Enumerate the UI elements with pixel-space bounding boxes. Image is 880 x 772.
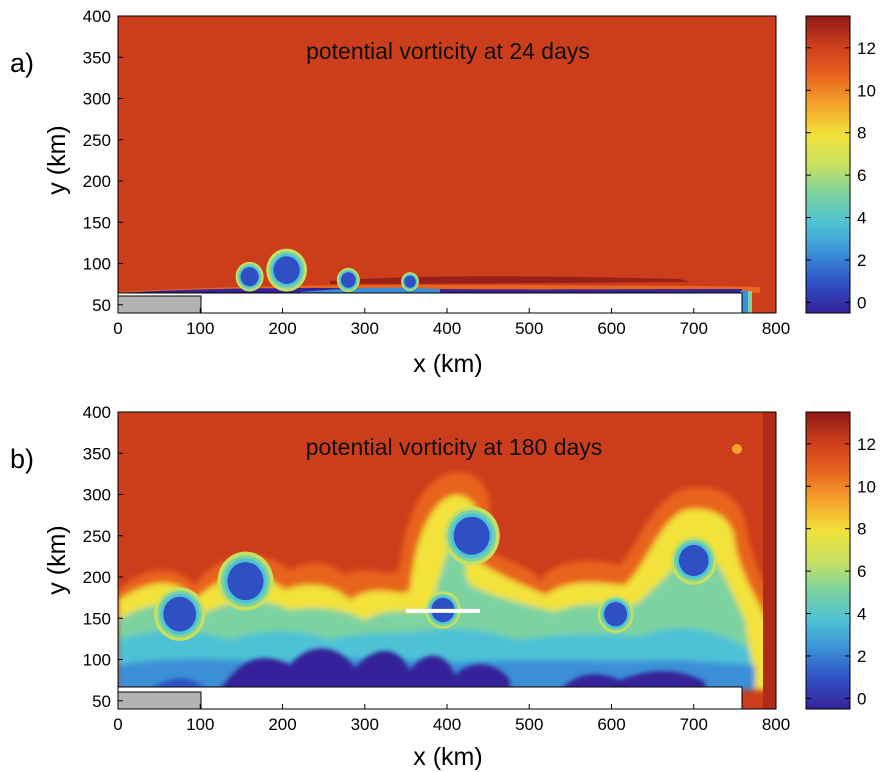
colorbar-tick-label: 12	[857, 39, 876, 58]
y-tick-label: 200	[83, 568, 111, 587]
eddy-layer-b	[154, 506, 717, 641]
x-axis-label-a: x (km)	[413, 350, 482, 378]
y-tick-label: 400	[83, 7, 111, 26]
colorbar-fill-b	[805, 411, 851, 710]
y-tick-label: 300	[83, 90, 111, 109]
panel-label-b: b)	[10, 444, 34, 474]
y-axis-label-a: y (km)	[43, 125, 71, 194]
eddy-layer-a	[235, 248, 419, 293]
pv-small-blob-b	[732, 444, 742, 454]
colorbar-tick-label: 6	[857, 166, 866, 185]
colorbar-tick-label: 6	[857, 562, 866, 581]
colorbar-tick-label: 2	[857, 647, 866, 666]
shelf-box-a	[118, 295, 202, 313]
eddy-core	[163, 596, 197, 632]
colorbar-tick-label: 0	[857, 689, 866, 708]
y-tick-label: 400	[83, 403, 111, 422]
x-tick-label: 800	[762, 319, 790, 338]
colorbar-tick-label: 8	[857, 520, 866, 539]
x-tick-label: 500	[515, 319, 543, 338]
x-ticks-b: 0 100 200 300 400 500 600 700 800	[113, 704, 790, 734]
x-axis-label-b: x (km)	[413, 743, 482, 771]
colorbar-tick-label: 2	[857, 251, 866, 270]
x-tick-label: 200	[268, 715, 296, 734]
x-tick-label: 0	[113, 319, 122, 338]
y-tick-label: 350	[83, 444, 111, 463]
x-tick-label: 0	[113, 715, 122, 734]
y-axis-label-b: y (km)	[43, 525, 71, 594]
colorbar-b: 0 2 4 6 8 10 12	[805, 411, 876, 710]
eddy-core	[404, 275, 416, 288]
eddy-core	[604, 601, 628, 627]
y-ticks-b: 50 100 150 200 250 300 350 400	[83, 403, 123, 711]
eddy-core	[453, 516, 490, 555]
colorbar-tick-label: 0	[857, 293, 866, 312]
heatmap-a	[118, 16, 776, 313]
colorbar-tick-label: 4	[857, 605, 866, 624]
x-tick-label: 500	[515, 715, 543, 734]
y-tick-label: 100	[83, 651, 111, 670]
plot-title-b: potential vorticity at 180 days	[306, 434, 603, 460]
y-tick-label: 250	[83, 131, 111, 150]
y-tick-label: 150	[83, 213, 111, 232]
x-tick-label: 200	[268, 319, 296, 338]
y-tick-label: 50	[92, 296, 111, 315]
x-tick-label: 300	[351, 319, 379, 338]
x-tick-label: 400	[433, 319, 461, 338]
x-tick-label: 600	[597, 319, 625, 338]
x-tick-label: 400	[433, 715, 461, 734]
eddy-core	[273, 256, 300, 284]
pv-background-a	[118, 16, 776, 313]
x-tick-label: 100	[186, 715, 214, 734]
y-ticks-a: 50 100 150 200 250 300 350 400	[83, 7, 123, 315]
shelf-box-b	[118, 691, 202, 709]
y-tick-label: 150	[83, 609, 111, 628]
x-tick-label: 600	[597, 715, 625, 734]
coast-mask-a	[118, 292, 743, 313]
colorbar-tick-label: 8	[857, 124, 866, 143]
colorbar-tick-label: 10	[857, 477, 876, 496]
y-tick-label: 50	[92, 692, 111, 711]
y-tick-label: 200	[83, 172, 111, 191]
x-tick-label: 300	[351, 715, 379, 734]
colorbar-tick-label: 4	[857, 209, 866, 228]
y-tick-label: 350	[83, 48, 111, 67]
colorbar-ticks-b: 0 2 4 6 8 10 12	[806, 435, 876, 708]
colorbar-tick-label: 12	[857, 435, 876, 454]
y-tick-label: 300	[83, 486, 111, 505]
colorbar-fill-a	[805, 15, 851, 314]
eddy-core	[678, 544, 709, 577]
x-ticks-a: 0 100 200 300 400 500 600 700 800	[113, 308, 790, 338]
heatmap-b	[118, 412, 776, 709]
y-tick-label: 250	[83, 527, 111, 546]
colorbar-ticks-a: 0 2 4 6 8 10 12	[806, 39, 876, 312]
panel-label-a: a)	[10, 48, 34, 78]
x-tick-label: 100	[186, 319, 214, 338]
y-tick-label: 100	[83, 255, 111, 274]
x-tick-label: 700	[680, 319, 708, 338]
pv-high-filament-a	[330, 276, 690, 284]
plot-title-a: potential vorticity at 24 days	[306, 38, 590, 64]
panel-a: a) potential vorticity at 24 days 0 100 20…	[10, 7, 876, 378]
eddy-core	[340, 272, 356, 288]
pv-high-edge-b	[763, 412, 776, 709]
x-tick-label: 700	[680, 715, 708, 734]
eddy-core	[227, 562, 264, 601]
colorbar-a: 0 2 4 6 8 10 12	[805, 15, 876, 314]
x-tick-label: 800	[762, 715, 790, 734]
coast-mask-b	[118, 686, 743, 709]
colorbar-tick-label: 10	[857, 81, 876, 100]
panel-b: b)	[10, 403, 876, 771]
eddy-core	[240, 267, 259, 287]
